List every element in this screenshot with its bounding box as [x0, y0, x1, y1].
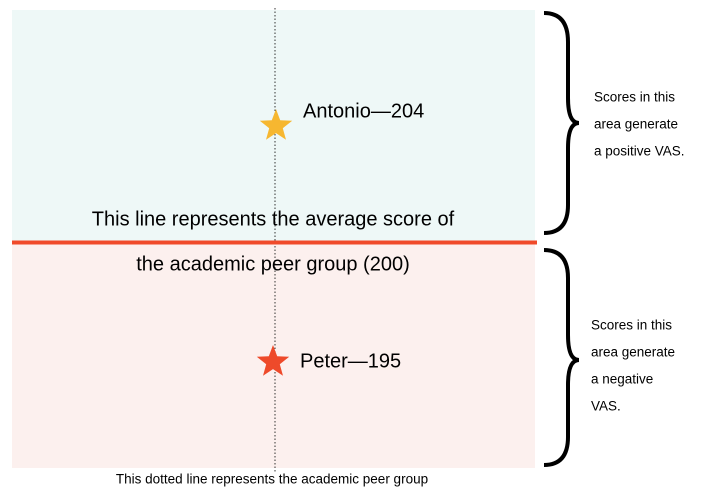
- above-label: Antonio—204: [303, 100, 424, 122]
- average-text: the academic peer group (200): [136, 253, 410, 275]
- negative-brace: [543, 248, 580, 467]
- negative-note: a negative: [591, 372, 653, 387]
- positive-note: area generate: [594, 117, 678, 132]
- negative-note: Scores in this: [591, 318, 672, 333]
- above-star: [259, 109, 293, 140]
- positive-note: Scores in this: [594, 90, 675, 105]
- below-star: [256, 345, 290, 376]
- negative-note: area generate: [591, 345, 675, 360]
- average-text: This line represents the average score o…: [92, 208, 455, 230]
- below-label: Peter—195: [300, 350, 401, 372]
- stars: [256, 109, 293, 376]
- dotted-line-caption: This dotted line represents the academic…: [116, 472, 428, 487]
- positive-brace: [543, 11, 580, 235]
- negative-note: VAS.: [591, 399, 621, 414]
- positive-note: a positive VAS.: [594, 144, 685, 159]
